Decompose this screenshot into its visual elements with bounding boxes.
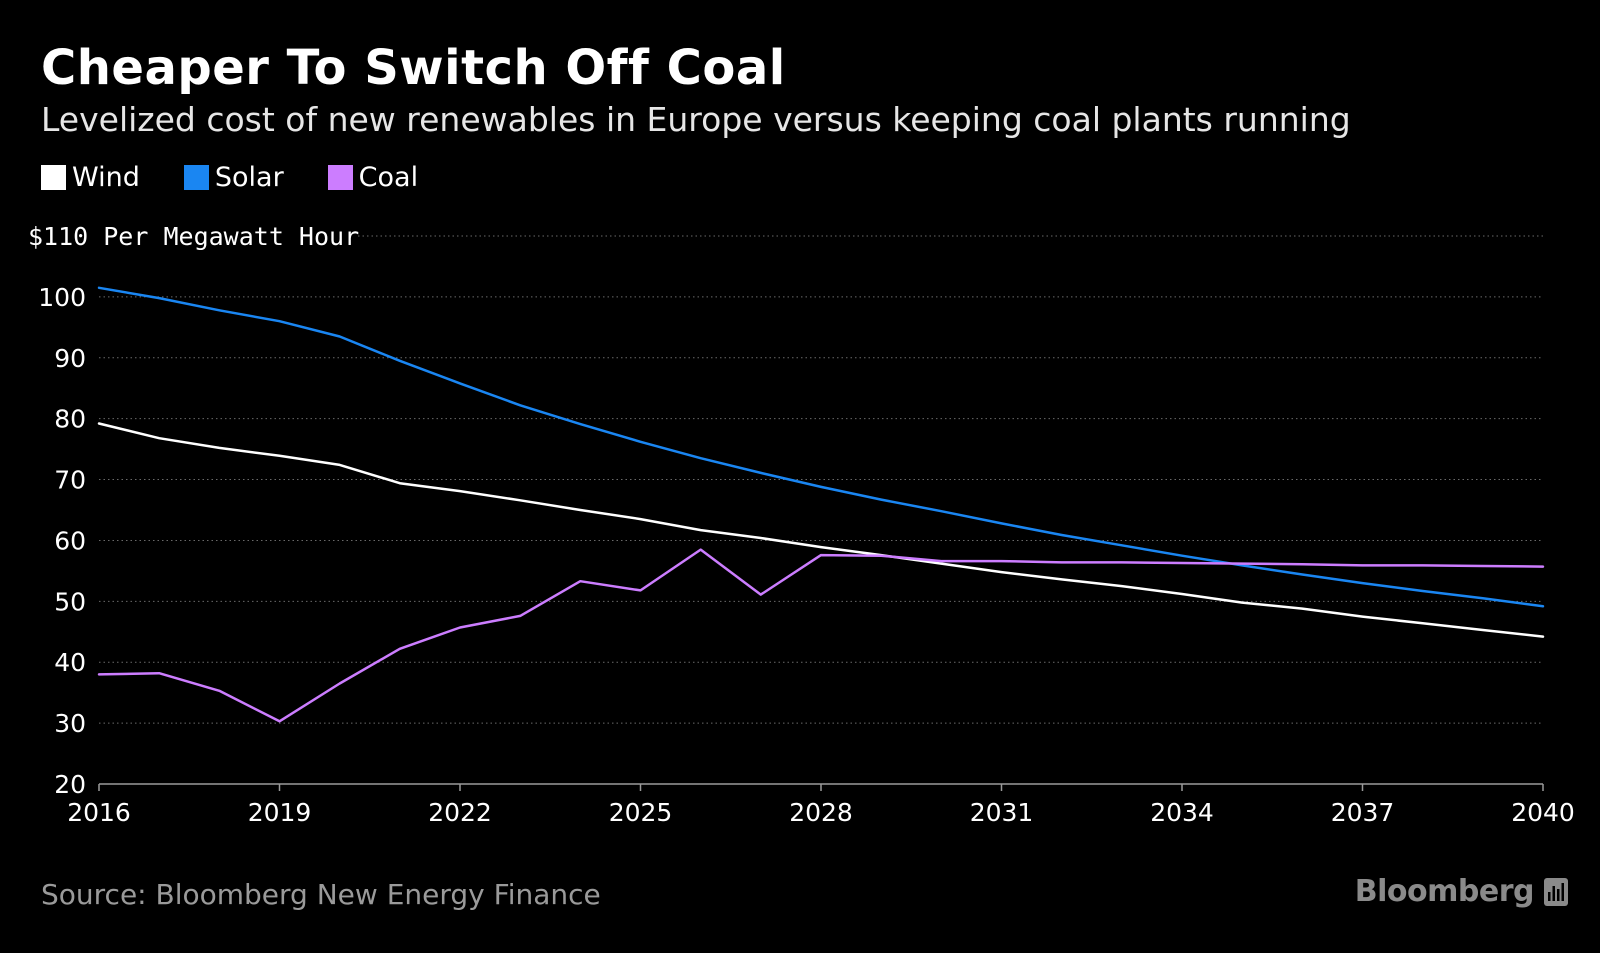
chart-title: Cheaper To Switch Off Coal: [41, 40, 786, 96]
series-line-coal: [97, 548, 1545, 723]
y-tick-label-60: 60: [54, 526, 86, 555]
legend-label-coal: Coal: [358, 162, 419, 193]
series-line-wind: [97, 422, 1545, 638]
y-tick-label-100: 100: [38, 283, 86, 312]
legend-item-coal: Coal: [327, 162, 419, 193]
brand-logo-text: Bloomberg: [1354, 874, 1535, 909]
x-tick-label-2037: 2037: [1331, 798, 1395, 827]
legend-item-solar: Solar: [183, 162, 284, 193]
x-tick-label-2019: 2019: [248, 798, 312, 827]
series-line-solar: [97, 286, 1545, 608]
legend-label-wind: Wind: [72, 162, 140, 193]
source-note: Source: Bloomberg New Energy Finance: [41, 878, 601, 911]
y-tick-label-90: 90: [54, 344, 86, 373]
x-tick-label-2031: 2031: [970, 798, 1034, 827]
legend: Wind Solar Coal: [41, 162, 462, 193]
legend-swatch-wind: [41, 165, 66, 190]
bloomberg-terminal-icon: [1544, 878, 1568, 906]
y-tick-label-70: 70: [54, 466, 86, 495]
x-tick-label-2028: 2028: [789, 798, 853, 827]
x-tick-label-2040: 2040: [1511, 798, 1575, 827]
legend-label-solar: Solar: [214, 162, 284, 193]
x-tick-label-2022: 2022: [428, 798, 492, 827]
y-tick-label-20: 20: [54, 770, 86, 799]
x-tick-label-2034: 2034: [1150, 798, 1214, 827]
legend-swatch-solar: [183, 165, 209, 190]
legend-item-wind: Wind: [41, 162, 140, 193]
y-tick-label-80: 80: [54, 405, 86, 434]
y-tick-label-110: $110 Per Megawatt Hour: [28, 222, 359, 251]
chart-subtitle: Levelized cost of new renewables in Euro…: [41, 100, 1351, 139]
x-tick-label-2025: 2025: [609, 798, 673, 827]
y-tick-label-50: 50: [54, 587, 86, 616]
x-tick-label-2016: 2016: [67, 798, 131, 827]
y-tick-label-30: 30: [54, 709, 86, 738]
legend-swatch-coal: [327, 165, 353, 190]
y-tick-label-40: 40: [54, 648, 86, 677]
